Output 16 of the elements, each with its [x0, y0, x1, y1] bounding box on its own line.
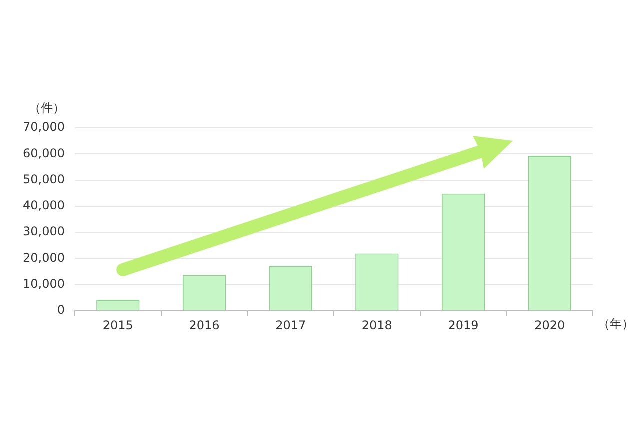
x-tick-label: 2016 — [189, 318, 220, 332]
y-tick-label: 40,000 — [23, 198, 65, 213]
y-tick-label: 30,000 — [23, 224, 65, 239]
y-tick-label: 0 — [57, 303, 65, 318]
y-tick-label: 60,000 — [23, 146, 65, 160]
x-axis-title: （年） — [598, 317, 630, 332]
y-axis-title: （件） — [29, 101, 65, 116]
x-tick-label: 2015 — [102, 318, 134, 332]
y-tick-label: 50,000 — [23, 172, 65, 186]
y-tick-label: 10,000 — [23, 276, 65, 291]
x-tick-label: 2020 — [534, 318, 566, 332]
y-tick-label: 70,000 — [23, 120, 65, 134]
y-tick-label: 20,000 — [23, 250, 65, 265]
x-tick-label: 2017 — [276, 318, 306, 332]
x-tick-label: 2019 — [448, 318, 479, 332]
x-tick-label: 2018 — [362, 318, 392, 332]
